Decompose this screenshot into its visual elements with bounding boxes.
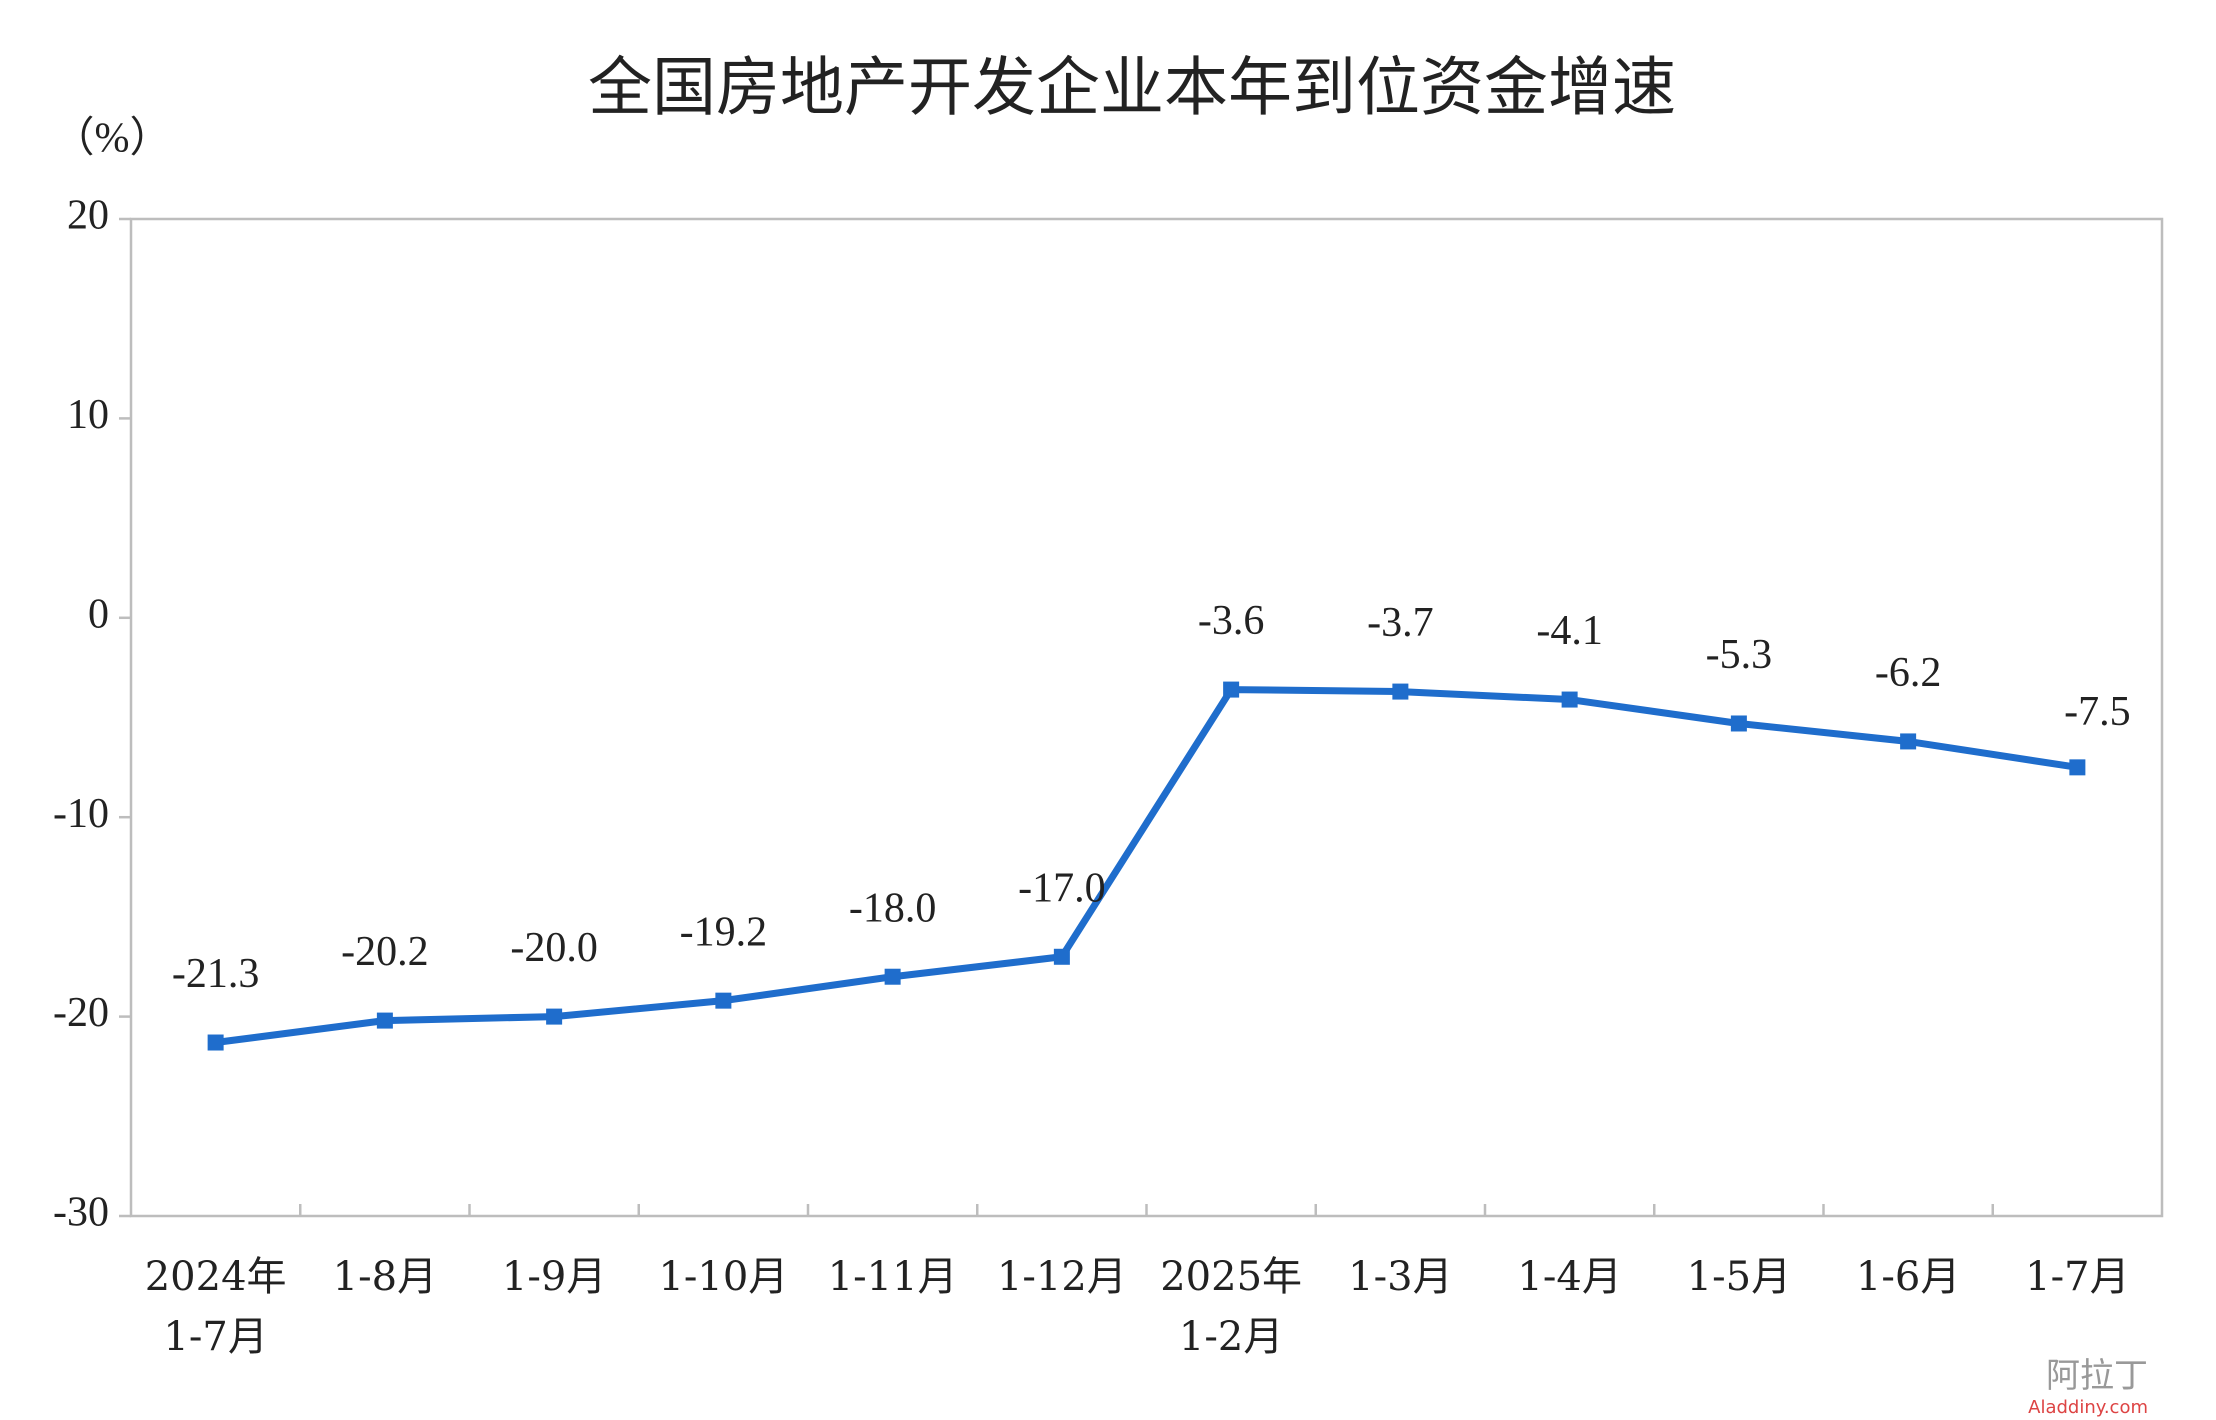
marker [1730,715,1747,732]
data-label: -19.2 [680,909,768,955]
x-tick-label: 1-12月 [997,1254,1127,1300]
y-tick-label: -30 [53,1190,109,1236]
marker [207,1034,224,1051]
marker [1900,733,1917,750]
data-label: -20.0 [510,925,598,971]
marker [884,968,901,985]
marker [1053,948,1070,965]
marker [1223,681,1240,698]
chart-title: 全国房地产开发企业本年到位资金增速 [588,52,1676,126]
marker [715,992,732,1009]
data-label: -20.2 [341,929,429,975]
watermark: 阿拉丁 [2046,1356,2148,1396]
y-axis-label: （%） [53,116,172,162]
y-tick-label: -20 [53,990,109,1036]
x-tick-label: 1-7月 [2025,1254,2129,1300]
data-label: -6.2 [1875,650,1942,696]
x-tick-label: 1-6月 [1856,1254,1960,1300]
y-tick-label: 20 [67,193,109,239]
marker [1392,683,1409,700]
marker [546,1008,563,1025]
x-tick-label: 1-11月 [828,1254,958,1300]
marker [2069,759,2086,776]
data-label: -4.1 [1536,608,1603,654]
x-tick-label: 1-3月 [1348,1254,1452,1300]
line [215,686,2078,1046]
x-tick-label: 1-2月 [1179,1314,1283,1360]
data-label: -3.7 [1367,600,1434,646]
x-tick-label: 1-4月 [1517,1254,1621,1300]
data-label: -7.5 [2064,689,2131,735]
data-label: -5.3 [1706,632,1773,678]
x-tick-label: 1-8月 [333,1254,437,1300]
x-tick-label: 2024年 [145,1254,287,1300]
data-label: -17.0 [1018,865,1106,911]
x-tick-label: 1-7月 [163,1314,267,1360]
marker [376,1012,393,1029]
plot-frame [129,217,2164,1218]
data-label: -18.0 [849,885,937,931]
y-tick-label: 0 [88,591,109,637]
x-tick-label: 1-10月 [658,1254,788,1300]
data-label: -21.3 [172,951,260,997]
data-label: -3.6 [1198,598,1265,644]
x-tick-label: 2025年 [1160,1254,1302,1300]
watermark-url: Aladdiny.com [2028,1397,2148,1418]
x-tick-label: 1-9月 [502,1254,606,1300]
y-tick-label: 10 [67,392,109,438]
marker [1561,691,1578,708]
x-tick-label: 1-5月 [1687,1254,1791,1300]
y-tick-label: -10 [53,791,109,837]
